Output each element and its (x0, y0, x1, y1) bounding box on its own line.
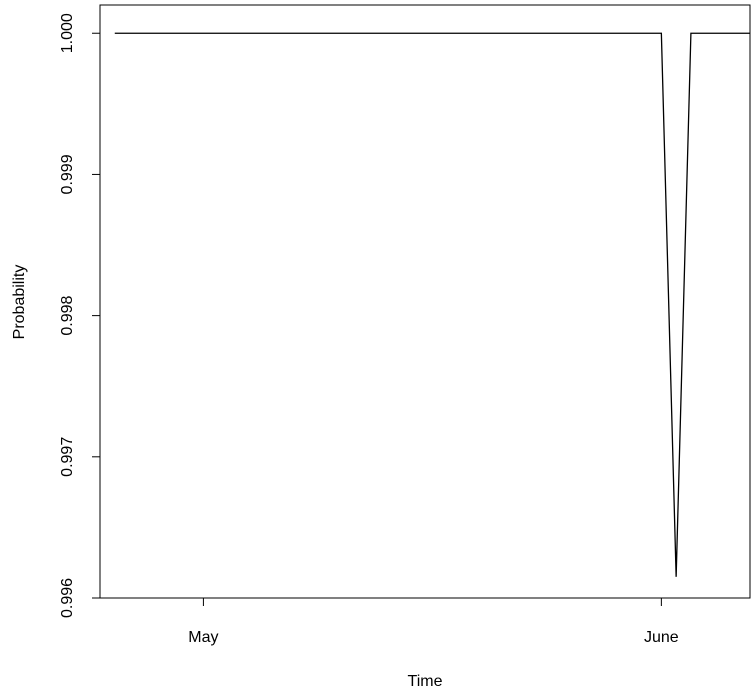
x-axis: May June (188, 598, 679, 646)
series-layer (114, 32, 750, 577)
y-axis-title: Probability (11, 265, 28, 340)
y-tick-label: 0.996 (59, 578, 76, 618)
y-tick-label: 0.999 (59, 154, 76, 194)
y-tick-label: 0.998 (59, 296, 76, 336)
y-axis: 0.996 0.997 0.998 0.999 1.000 (59, 13, 100, 618)
x-tick-label: May (188, 629, 218, 646)
x-axis-title: Time (408, 673, 443, 690)
plot-frame (99, 4, 751, 599)
y-tick-label: 1.000 (59, 13, 76, 53)
series-line (114, 32, 750, 577)
x-tick-label: June (644, 629, 679, 646)
y-tick-label: 0.997 (59, 437, 76, 477)
